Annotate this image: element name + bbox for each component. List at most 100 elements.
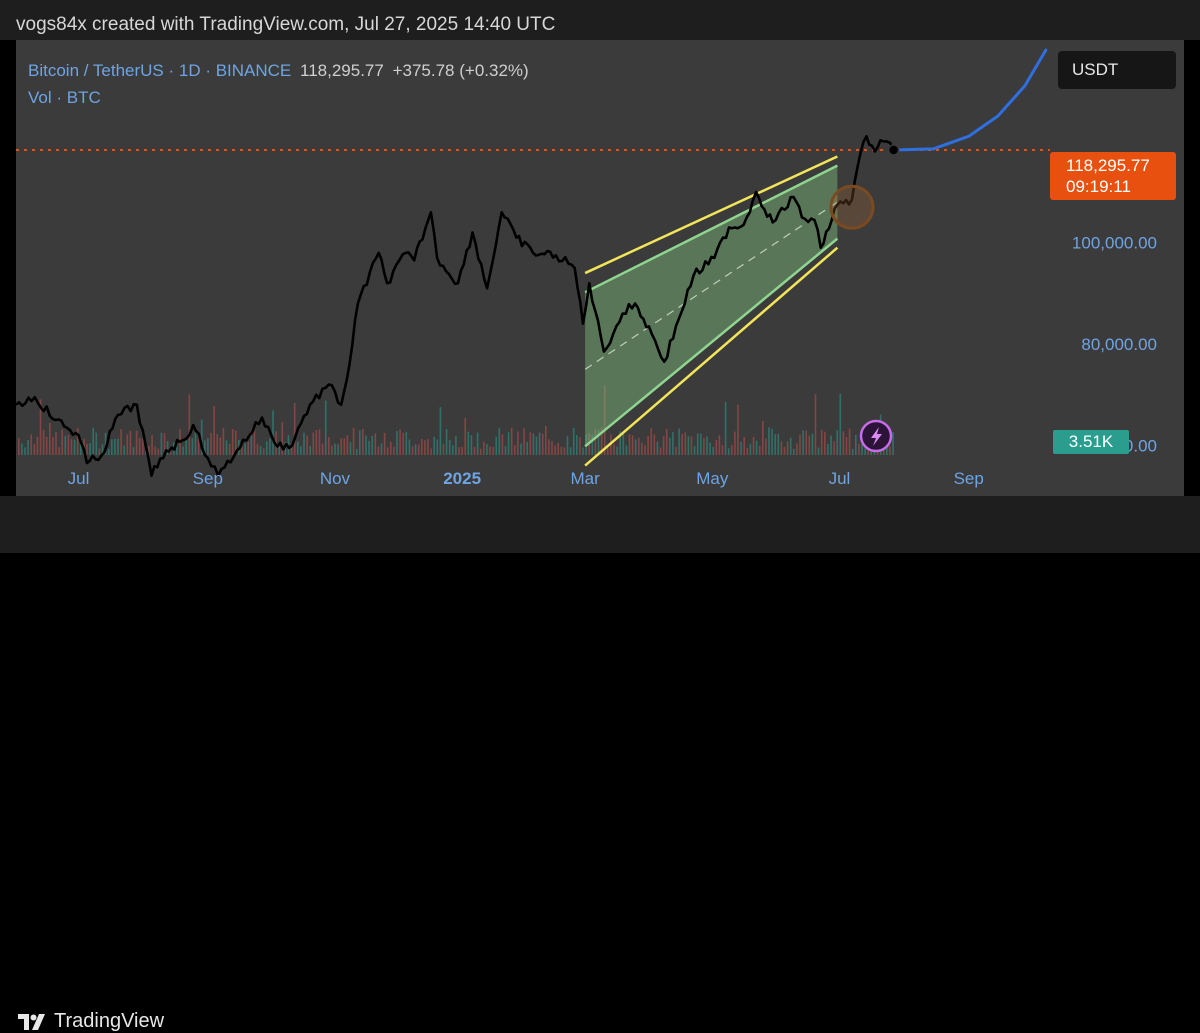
volume-bar	[579, 437, 581, 455]
legend-change: +375.78 (+0.32%)	[392, 61, 529, 80]
symbol-legend[interactable]: Bitcoin / TetherUS · 1D · BINANCE 118,29…	[28, 61, 529, 81]
tradingview-brand[interactable]: TradingView	[18, 1010, 164, 1033]
volume-bar	[467, 431, 470, 455]
volume-bar	[21, 443, 23, 455]
volume-bar	[315, 430, 318, 455]
volume-bar	[594, 429, 597, 455]
volume-bar	[489, 446, 491, 455]
symbol-title[interactable]: Bitcoin / TetherUS · 1D · BINANCE	[28, 61, 292, 80]
volume-bar	[427, 439, 429, 455]
volume-bar	[262, 448, 265, 455]
volume-bar	[154, 446, 156, 455]
volume-bar	[517, 431, 519, 455]
volume-bar	[662, 436, 665, 455]
volume-bar	[817, 447, 820, 455]
volume-bar	[842, 431, 845, 455]
volume-bar	[827, 444, 829, 455]
volume-bar	[749, 443, 752, 455]
volume-bar	[247, 441, 249, 455]
volume-bar	[548, 439, 550, 455]
volume-bar	[436, 439, 439, 455]
volume-bar	[486, 444, 488, 455]
chart-pane[interactable]	[16, 40, 1184, 496]
volume-bar	[396, 431, 398, 455]
volume-bar	[848, 428, 851, 455]
volume-bar	[672, 432, 674, 455]
volume-bar	[45, 436, 48, 455]
volume-bar	[266, 441, 268, 455]
volume-bar	[95, 432, 98, 455]
volume-bar	[715, 440, 718, 455]
volume-bar	[405, 431, 408, 455]
currency-selector[interactable]: USDT	[1058, 51, 1176, 89]
volume-bar	[107, 448, 110, 455]
volume-bar	[625, 445, 628, 455]
volume-bar	[452, 445, 454, 455]
time-axis-label: May	[696, 469, 729, 488]
volume-bar	[393, 446, 395, 455]
volume-bar	[182, 446, 184, 455]
volume-bar	[833, 441, 835, 455]
volume-bar	[185, 438, 187, 455]
volume-bar	[659, 447, 662, 455]
volume-bar	[346, 435, 349, 455]
volume-legend[interactable]: Vol · BTC	[28, 88, 101, 107]
time-axis-label: Jul	[68, 469, 90, 488]
volume-bar	[712, 446, 714, 455]
last-price-dot	[887, 144, 900, 156]
volume-bar	[272, 410, 274, 455]
volume-bar	[442, 444, 445, 455]
volume-bar	[194, 428, 197, 455]
volume-bar	[532, 433, 535, 455]
volume-bar	[777, 434, 780, 455]
volume-bar	[49, 423, 51, 455]
volume-bar	[619, 431, 621, 455]
volume-bar	[845, 437, 848, 455]
volume-bar	[752, 437, 755, 455]
volume-bar	[864, 448, 866, 455]
volume-bar	[824, 431, 826, 455]
volume-bar	[476, 432, 479, 455]
volume-bar	[650, 428, 652, 455]
volume-bar	[343, 438, 346, 455]
volume-bar	[151, 435, 153, 455]
volume-bar	[678, 428, 680, 455]
volume-bar	[98, 448, 101, 455]
volume-bar	[371, 435, 373, 455]
volume-bar	[554, 445, 556, 455]
volume-bar	[80, 438, 82, 455]
volume-bar	[244, 443, 246, 455]
volume-bar	[30, 434, 32, 455]
volume-bar	[303, 432, 305, 455]
volume-bar	[455, 436, 457, 455]
volume-bar	[340, 438, 342, 455]
price-axis-label: 80,000.00	[1081, 335, 1157, 354]
volume-bar	[365, 435, 367, 455]
volume-bar	[269, 438, 271, 455]
volume-bar	[334, 443, 336, 455]
time-axis-labels: Jul Sep Nov 2025 Mar May Jul Sep	[68, 469, 984, 488]
volume-bar	[814, 394, 817, 455]
volume-bar	[572, 428, 575, 455]
parallel-channel-drawing	[584, 155, 839, 467]
volume-bar	[24, 447, 26, 455]
volume-bar	[284, 441, 287, 455]
volume-bar	[359, 430, 361, 455]
volume-bar	[793, 448, 795, 455]
volume-bar	[321, 443, 324, 455]
volume-bar	[665, 428, 668, 455]
volume-bar	[439, 407, 442, 455]
volume-bar	[111, 439, 113, 455]
volume-bar	[545, 425, 547, 455]
volume-bar	[157, 448, 160, 455]
volume-bar	[297, 441, 299, 455]
volume-bar	[309, 445, 311, 455]
volume-bar	[58, 447, 60, 455]
lightning-icon[interactable]	[859, 419, 893, 453]
volume-bar	[743, 437, 745, 455]
volume-bar	[706, 436, 708, 455]
volume-bar	[213, 405, 215, 455]
time-axis-label: Sep	[954, 469, 984, 488]
